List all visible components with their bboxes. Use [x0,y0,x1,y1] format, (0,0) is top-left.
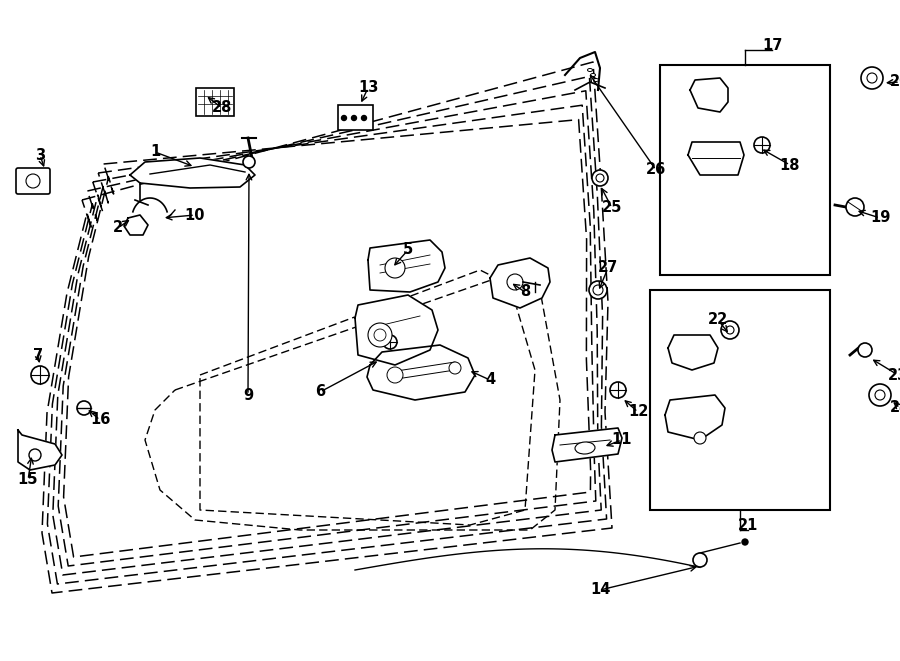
Circle shape [858,343,872,357]
Text: 27: 27 [598,260,618,276]
Text: 14: 14 [590,582,610,598]
Bar [338,105,373,130]
Circle shape [374,329,386,341]
Ellipse shape [593,79,598,81]
Text: 28: 28 [212,100,232,116]
Text: 26: 26 [646,163,666,178]
Polygon shape [367,345,475,400]
Text: 6: 6 [315,385,325,399]
Text: 16: 16 [90,412,110,428]
Polygon shape [368,240,445,292]
Circle shape [693,553,707,567]
Text: 7: 7 [33,348,43,362]
Circle shape [867,73,877,83]
Ellipse shape [590,73,596,77]
Polygon shape [668,335,718,370]
Text: 3: 3 [35,147,45,163]
Circle shape [721,321,739,339]
Text: 24: 24 [890,401,900,416]
Bar [196,88,234,116]
Circle shape [31,366,49,384]
Circle shape [846,198,864,216]
Circle shape [383,335,397,349]
Bar [650,290,830,510]
Circle shape [861,67,883,89]
Circle shape [368,323,392,347]
Text: 1: 1 [150,145,160,159]
Circle shape [592,170,608,186]
Text: 21: 21 [738,518,758,533]
Text: 11: 11 [612,432,632,447]
Polygon shape [130,158,255,188]
Circle shape [26,174,40,188]
Circle shape [589,281,607,299]
Polygon shape [688,142,744,175]
FancyBboxPatch shape [16,168,50,194]
Text: 13: 13 [358,81,378,95]
Polygon shape [18,430,62,470]
Text: 9: 9 [243,387,253,403]
Circle shape [875,390,885,400]
Ellipse shape [588,69,592,71]
Circle shape [596,174,604,182]
Circle shape [869,384,891,406]
Text: 2: 2 [112,221,123,235]
Circle shape [243,156,255,168]
Polygon shape [690,78,728,112]
Circle shape [29,449,41,461]
Circle shape [610,382,626,398]
Circle shape [362,116,366,120]
Text: 5: 5 [403,243,413,258]
Text: 15: 15 [18,473,38,488]
Text: 18: 18 [779,157,800,173]
Ellipse shape [575,442,595,454]
Circle shape [593,285,603,295]
Text: 4: 4 [485,373,495,387]
Text: 8: 8 [520,284,530,299]
Polygon shape [355,295,438,365]
Polygon shape [552,428,622,462]
Text: 22: 22 [708,313,728,327]
Circle shape [449,362,461,374]
Polygon shape [124,215,148,235]
Text: 20: 20 [890,75,900,89]
Text: 23: 23 [888,368,900,383]
Text: 17: 17 [761,38,782,52]
Polygon shape [665,395,725,440]
Circle shape [341,116,346,120]
Circle shape [385,258,405,278]
Text: 10: 10 [184,208,205,223]
Circle shape [387,367,403,383]
Circle shape [694,432,706,444]
Polygon shape [490,258,550,308]
Circle shape [742,539,748,545]
Circle shape [77,401,91,415]
Circle shape [507,274,523,290]
Circle shape [352,116,356,120]
Circle shape [726,326,734,334]
Text: 19: 19 [869,210,890,225]
Circle shape [754,137,770,153]
Bar [660,65,830,275]
Text: 12: 12 [628,405,648,420]
Text: 25: 25 [602,200,622,215]
